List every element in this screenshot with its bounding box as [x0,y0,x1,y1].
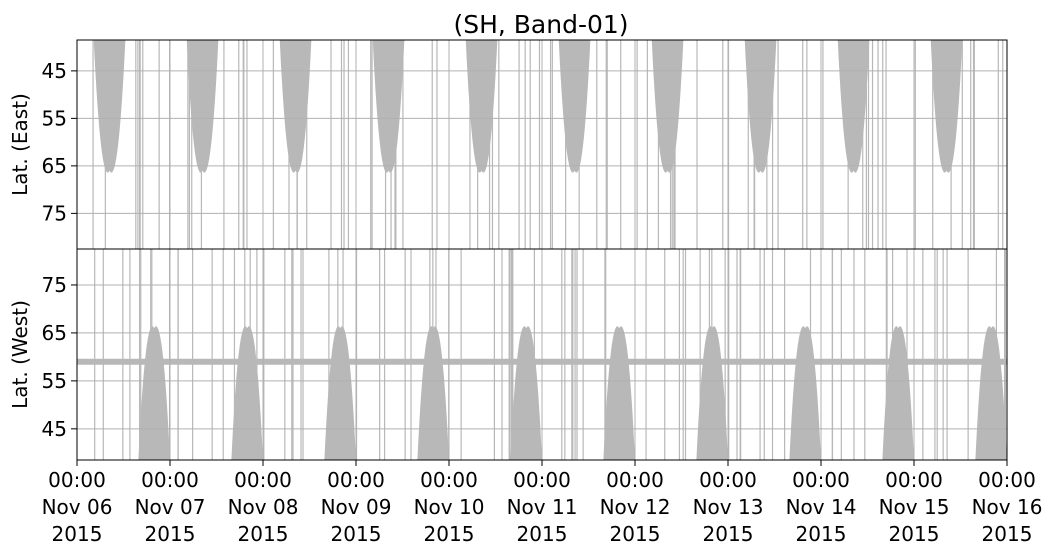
coverage-arc [93,40,126,173]
coverage-arc [789,326,821,460]
coverage-arc [138,326,170,460]
x-tick-label: 2015 [424,522,475,546]
x-tick-label: 00:00 [699,468,757,492]
x-tick-label: 00:00 [234,468,292,492]
y-tick-label: 55 [42,369,67,393]
y-tick-label: 65 [42,154,67,178]
x-tick-label: 00:00 [420,468,478,492]
x-tick-label: 2015 [238,522,289,546]
x-tick-label: Nov 12 [600,495,671,519]
coverage-arc [417,326,449,460]
coverage-arc [837,40,870,173]
x-tick-label: 2015 [703,522,754,546]
y-tick-label: 45 [42,59,67,83]
x-tick-label: Nov 07 [135,495,206,519]
x-tick-label: 00:00 [792,468,850,492]
y-tick-label: 45 [42,417,67,441]
y-tick-label: 55 [42,106,67,130]
x-tick-label: Nov 11 [507,495,578,519]
x-tick-label: Nov 13 [693,495,764,519]
x-tick-label: 00:00 [978,468,1036,492]
y-axis-label: Lat. (East) [8,93,32,196]
coverage-arc [465,40,498,173]
x-tick-label: Nov 06 [42,495,113,519]
x-tick-label: 00:00 [141,468,199,492]
x-tick-label: 00:00 [513,468,571,492]
x-tick-label: 2015 [145,522,196,546]
y-tick-label: 75 [42,273,67,297]
coverage-arc [651,40,684,173]
panel-east: 45 55 65 75 Lat. (East) [8,39,1008,250]
x-tick-label: 2015 [889,522,940,546]
x-tick-label: 00:00 [606,468,664,492]
coverage-arc [930,40,963,173]
x-tick-label: 2015 [610,522,661,546]
coverage-arc [279,40,312,173]
x-tick-label: Nov 14 [786,495,857,519]
chart-title: (SH, Band-01) [453,10,628,39]
x-axis-ticks: 00:00 Nov 06 2015 00:00 Nov 07 2015 00:00 Nov 0… [42,460,1043,546]
x-tick-label: Nov 08 [228,495,299,519]
coverage-arc [510,326,542,460]
x-tick-label: 2015 [331,522,382,546]
coverage-arc [603,326,635,460]
x-tick-label: Nov 15 [879,495,950,519]
x-tick-label: 2015 [52,522,103,546]
coverage-arc [558,40,591,173]
x-tick-label: 2015 [982,522,1033,546]
x-tick-label: Nov 09 [321,495,392,519]
panel-west: 75 65 55 45 Lat. (West) [8,248,1008,461]
coverage-arc [372,40,405,173]
coverage-arc [975,326,1007,460]
coverage-arc [186,40,219,173]
x-tick-label: Nov 16 [972,495,1043,519]
x-tick-label: 00:00 [885,468,943,492]
x-tick-label: 00:00 [48,468,106,492]
panel-plot-area [92,40,1004,249]
y-axis-label: Lat. (West) [8,300,32,409]
x-tick-label: Nov 10 [414,495,485,519]
x-tick-label: 00:00 [327,468,385,492]
x-tick-label: 2015 [517,522,568,546]
coverage-arc [231,326,263,460]
coverage-arc [696,326,728,460]
coverage-arc [744,40,777,173]
x-tick-label: 2015 [796,522,847,546]
y-tick-label: 65 [42,321,67,345]
y-tick-label: 75 [42,201,67,225]
